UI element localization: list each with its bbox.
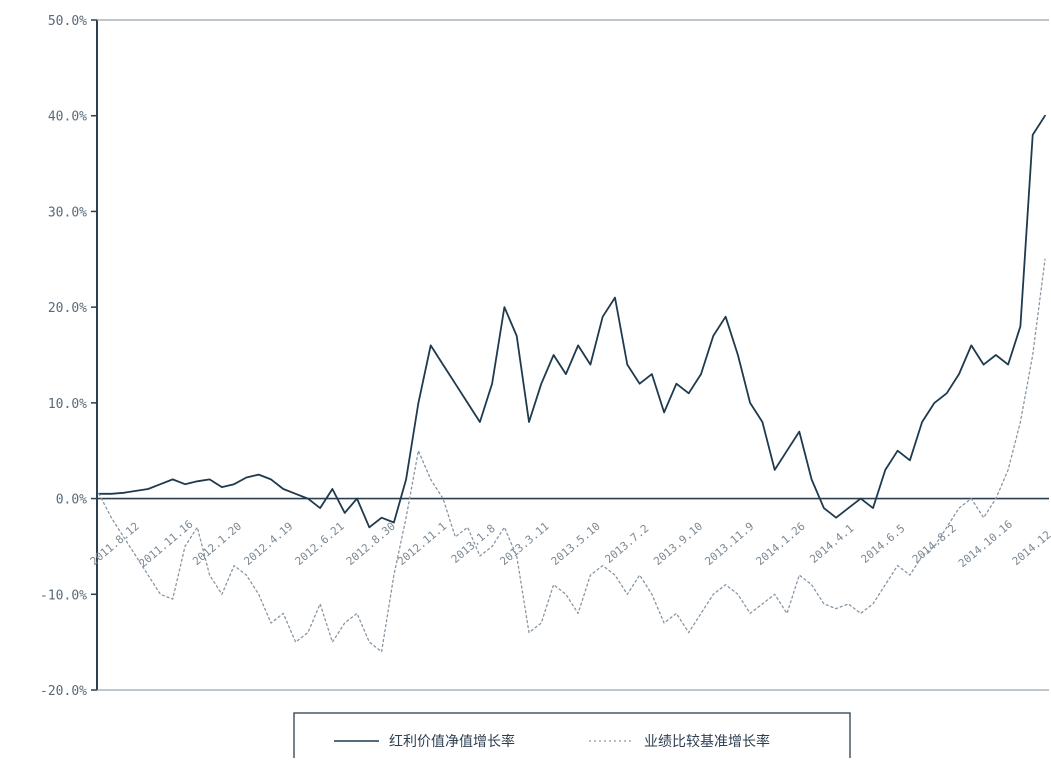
legend-label-2: 业绩比较基准增长率 xyxy=(644,733,770,750)
legend: 红利价值净值增长率 业绩比较基准增长率 xyxy=(293,712,851,762)
y-axis-ticks: 50.0% 40.0% 30.0% 20.0% 10.0% 0.0% -10.0% -20.0… xyxy=(40,14,97,699)
y-tick-label: 30.0% xyxy=(48,205,87,220)
y-tick-label: 40.0% xyxy=(48,110,87,125)
y-tick-label: 50.0% xyxy=(48,14,87,29)
series-line-1 xyxy=(98,114,1046,529)
y-tick-label: 10.0% xyxy=(48,397,87,412)
series-lines xyxy=(98,114,1046,653)
legend-label-1: 红利价值净值增长率 xyxy=(389,733,515,750)
y-tick-label: 0.0% xyxy=(56,493,87,508)
series-line-2 xyxy=(98,258,1046,653)
legend-box xyxy=(293,712,851,762)
y-tick-label: -10.0% xyxy=(40,588,87,603)
plot-frame xyxy=(96,19,1049,691)
y-tick-label: -20.0% xyxy=(40,684,87,699)
y-tick-label: 20.0% xyxy=(48,301,87,316)
